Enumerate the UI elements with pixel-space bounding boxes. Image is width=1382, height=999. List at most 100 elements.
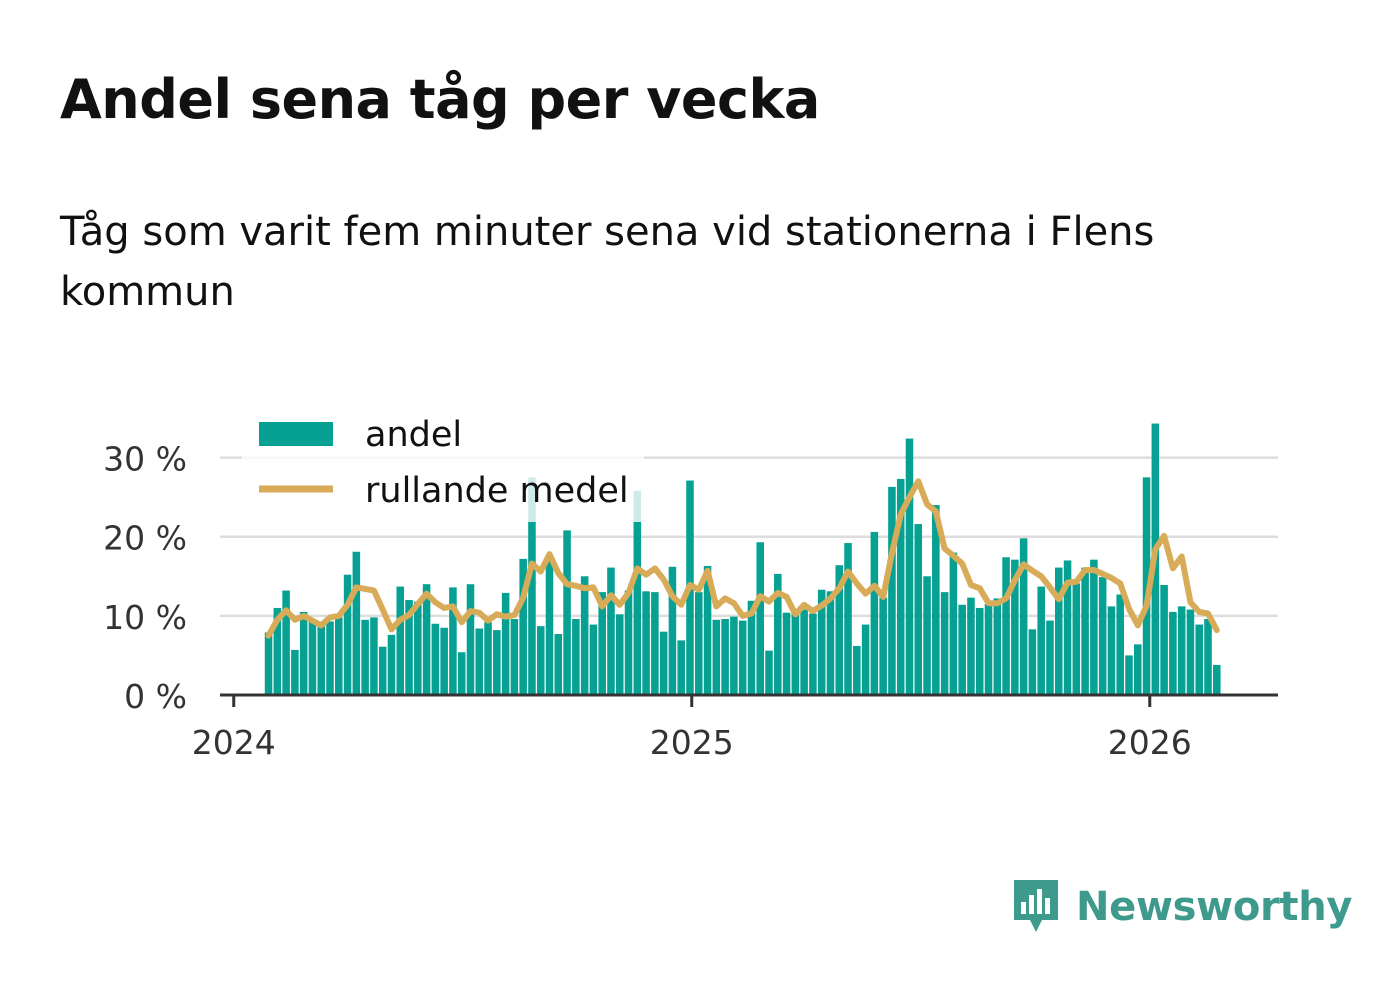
bar <box>1019 538 1028 695</box>
bar <box>844 543 852 695</box>
line-rullande-medel <box>265 478 1220 639</box>
bar <box>738 620 747 695</box>
bar <box>457 652 466 695</box>
bar <box>396 586 405 695</box>
bar <box>308 619 317 695</box>
line-series-rullande-medel <box>265 478 1220 639</box>
bar <box>1098 577 1107 695</box>
bar <box>677 640 685 695</box>
bar <box>291 649 299 695</box>
bar <box>659 631 668 695</box>
x-tick-label: 2024 <box>192 723 276 762</box>
page-subtitle: Tåg som varit fem minuter sena vid stati… <box>60 209 1155 315</box>
bar <box>923 576 931 695</box>
bar <box>1213 664 1221 695</box>
bar <box>1169 611 1177 695</box>
bar <box>879 597 887 695</box>
bar <box>1063 560 1072 695</box>
bar <box>352 551 361 695</box>
bar <box>905 438 914 695</box>
bar <box>422 584 431 695</box>
bar <box>774 573 782 695</box>
bar <box>1160 584 1168 695</box>
bar <box>1028 629 1037 695</box>
bar <box>335 617 343 695</box>
bar <box>809 613 817 695</box>
bar <box>1054 567 1063 695</box>
bar <box>914 524 923 695</box>
bar <box>703 565 712 695</box>
bar <box>1142 477 1151 695</box>
bar <box>484 622 492 695</box>
bar <box>299 611 308 695</box>
bar <box>1133 644 1142 695</box>
bar <box>1002 557 1010 695</box>
bar <box>449 587 457 695</box>
bar <box>932 505 940 695</box>
bar <box>1186 609 1195 695</box>
legend-swatch-andel <box>259 422 333 446</box>
bar <box>835 565 844 695</box>
bar <box>896 478 905 695</box>
bar <box>853 645 861 695</box>
bar <box>1204 619 1212 695</box>
bar <box>624 590 633 695</box>
bar <box>1037 586 1045 695</box>
bar <box>1081 567 1089 695</box>
bar <box>975 607 984 695</box>
bar <box>993 598 1002 695</box>
bar-series-andel <box>264 423 1221 695</box>
bar <box>712 619 721 695</box>
bar <box>326 621 334 695</box>
bar <box>536 626 545 695</box>
bar <box>765 650 773 695</box>
x-tick-label: 2025 <box>650 723 734 762</box>
bar <box>370 617 378 695</box>
bar <box>264 632 273 695</box>
bar <box>1116 594 1124 695</box>
bar <box>528 477 536 695</box>
bar <box>378 646 387 695</box>
bar <box>387 634 396 695</box>
bar <box>273 607 282 695</box>
bar <box>598 592 606 695</box>
brand-name: Newsworthy <box>1076 884 1353 930</box>
legend-label-andel: andel <box>365 415 462 455</box>
y-tick-label: 0 % <box>124 677 187 716</box>
bar <box>1090 559 1098 695</box>
bar <box>984 603 993 695</box>
bar <box>826 591 835 695</box>
bar <box>800 609 808 695</box>
bar <box>361 619 369 695</box>
bar <box>870 531 879 695</box>
bar <box>580 576 589 695</box>
y-tick-label: 30 % <box>103 440 187 479</box>
bar <box>1011 559 1019 695</box>
bar <box>668 566 677 695</box>
bar <box>756 542 765 695</box>
y-tick-label: 10 % <box>103 598 187 637</box>
bar <box>493 630 501 695</box>
bar <box>1177 606 1186 695</box>
bar <box>405 600 413 695</box>
bar <box>282 590 290 695</box>
bar <box>1195 624 1204 695</box>
newsworthy-logo-icon <box>1014 880 1058 932</box>
brand: Newsworthy <box>1010 876 1353 938</box>
x-tick-label: 2026 <box>1108 723 1192 762</box>
bar <box>730 616 738 695</box>
bar <box>519 558 527 695</box>
y-tick-label: 20 % <box>103 519 187 558</box>
bar <box>554 634 563 695</box>
legend-label-rullande-medel: rullande medel <box>365 471 629 511</box>
bar <box>343 574 352 695</box>
bar <box>414 601 422 695</box>
bar <box>431 623 440 695</box>
bar <box>475 628 484 695</box>
bar <box>967 597 975 695</box>
bar <box>782 612 791 695</box>
bar <box>1046 620 1054 695</box>
bar <box>861 624 870 695</box>
bar <box>501 592 510 695</box>
bar <box>791 613 800 695</box>
